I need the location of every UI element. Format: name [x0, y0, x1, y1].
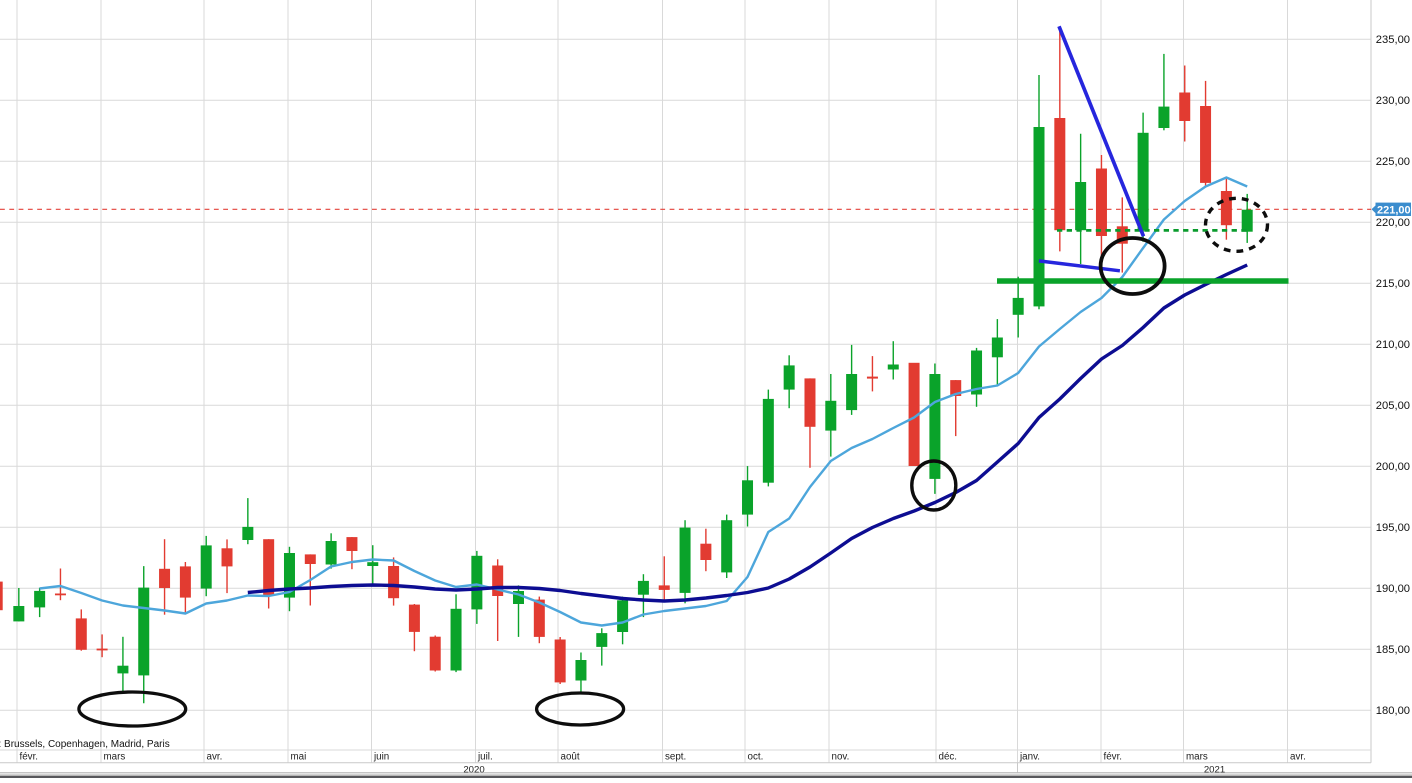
svg-text:: Brussels, Copenhagen, Madrid: : Brussels, Copenhagen, Madrid, Paris	[0, 739, 170, 750]
svg-text:200,00: 200,00	[1376, 461, 1410, 473]
svg-text:avr.: avr.	[1290, 752, 1306, 763]
svg-text:190,00: 190,00	[1376, 583, 1410, 595]
svg-text:225,00: 225,00	[1376, 156, 1410, 168]
svg-text:avr.: avr.	[207, 752, 223, 763]
svg-text:195,00: 195,00	[1376, 522, 1410, 534]
svg-text:230,00: 230,00	[1376, 95, 1410, 107]
svg-text:205,00: 205,00	[1376, 400, 1410, 412]
svg-text:mars: mars	[104, 752, 126, 763]
svg-text:mai: mai	[291, 752, 307, 763]
svg-text:févr.: févr.	[20, 752, 39, 763]
svg-text:mars: mars	[1186, 752, 1208, 763]
svg-text:oct.: oct.	[748, 752, 764, 763]
svg-text:juil.: juil.	[477, 752, 493, 763]
svg-text:221,00: 221,00	[1377, 204, 1411, 216]
svg-text:2021: 2021	[1204, 764, 1225, 775]
svg-text:sept.: sept.	[665, 752, 686, 763]
svg-text:août: août	[561, 752, 580, 763]
svg-text:déc.: déc.	[939, 752, 958, 763]
svg-text:215,00: 215,00	[1376, 278, 1410, 290]
svg-text:235,00: 235,00	[1376, 34, 1410, 46]
svg-text:janv.: janv.	[1019, 752, 1040, 763]
svg-text:180,00: 180,00	[1376, 705, 1410, 717]
svg-text:2020: 2020	[463, 764, 484, 775]
svg-text:220,00: 220,00	[1376, 217, 1410, 229]
svg-text:nov.: nov.	[832, 752, 850, 763]
svg-text:185,00: 185,00	[1376, 644, 1410, 656]
svg-text:juin: juin	[373, 752, 389, 763]
svg-text:210,00: 210,00	[1376, 339, 1410, 351]
svg-text:févr.: févr.	[1104, 752, 1123, 763]
